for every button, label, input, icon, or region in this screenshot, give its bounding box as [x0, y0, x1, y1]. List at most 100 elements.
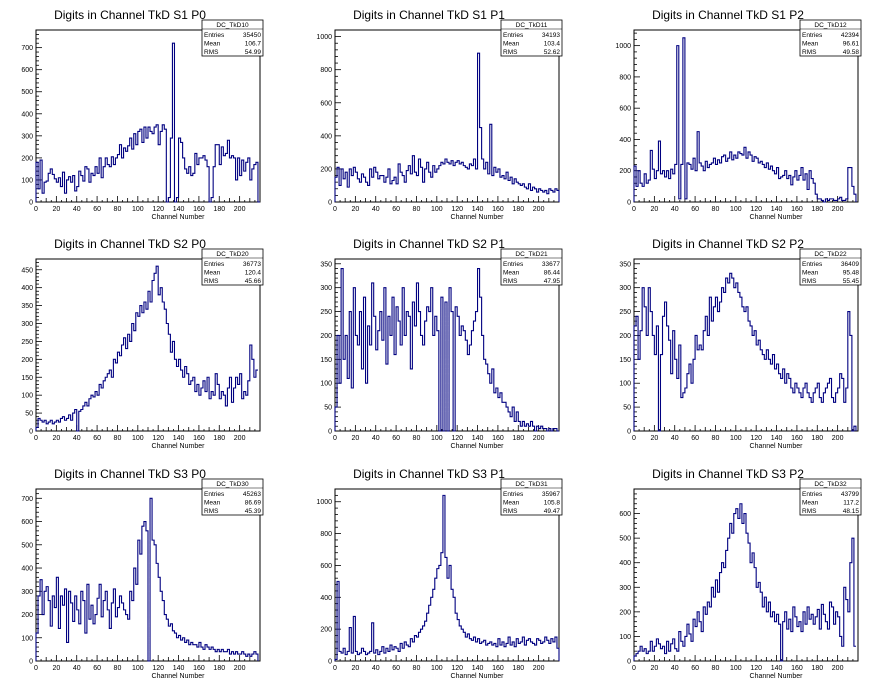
y-tick-label: 400: [21, 566, 33, 573]
y-tick-label: 200: [21, 357, 33, 364]
x-tick-label: 100: [132, 206, 144, 213]
x-tick-label: 60: [691, 206, 699, 213]
stats-label-entries: Entries: [503, 32, 524, 39]
x-tick-label: 100: [730, 435, 742, 442]
stats-box: DC_TkD21 Entries 33677 Mean 86.44 RMS 47.95: [500, 248, 563, 286]
x-tick-label: 0: [34, 665, 38, 672]
x-tick-label: 200: [533, 665, 545, 672]
stats-label-entries: Entries: [204, 261, 225, 268]
x-tick-label: 100: [431, 435, 443, 442]
chart-title: Digits in Channel TkD S3 P2: [652, 467, 804, 481]
x-tick-label: 0: [333, 435, 337, 442]
y-tick-label: 100: [21, 177, 33, 184]
stats-value-rms: 47.95: [544, 278, 561, 285]
chart-title: Digits in Channel TkD S2 P0: [54, 237, 206, 251]
x-axis-label: Channel Number: [152, 673, 206, 680]
histogram-panel: Digits in Channel TkD S2 P1 0 20 40 60 80 100 1…: [320, 237, 563, 450]
y-tick-label: 300: [320, 285, 332, 292]
y-tick-label: 100: [619, 634, 631, 641]
x-tick-label: 20: [650, 435, 658, 442]
x-tick-label: 40: [73, 435, 81, 442]
y-tick-label: 250: [619, 309, 631, 316]
histogram-series: [35, 265, 258, 432]
x-tick-label: 0: [632, 206, 636, 213]
x-tick-label: 120: [451, 206, 463, 213]
stats-name: DC_TkD12: [814, 22, 847, 29]
x-tick-label: 0: [34, 206, 38, 213]
stats-label-entries: Entries: [503, 491, 524, 498]
stats-box-frame: [201, 478, 264, 516]
chart-title: Digits in Channel TkD S1 P2: [652, 8, 804, 22]
x-tick-label: 40: [372, 435, 380, 442]
histogram-panel: Digits in Channel TkD S3 P0 0 20 40 60 80 100 1…: [21, 467, 264, 680]
x-axis-label: Channel Number: [750, 673, 804, 680]
y-tick-label: 0: [29, 429, 33, 436]
y-tick-label: 250: [320, 309, 332, 316]
x-tick-label: 120: [451, 435, 463, 442]
stats-name: DC_TkD21: [515, 251, 548, 258]
x-tick-label: 0: [34, 435, 38, 442]
stats-box-frame: [799, 248, 862, 286]
x-tick-label: 200: [533, 206, 545, 213]
x-tick-label: 80: [712, 435, 720, 442]
y-tick-label: 800: [619, 74, 631, 81]
x-tick-label: 60: [93, 435, 101, 442]
chart-title: Digits in Channel TkD S1 P1: [353, 8, 505, 22]
stats-label-rms: RMS: [802, 508, 817, 515]
x-tick-label: 60: [392, 435, 400, 442]
x-tick-label: 200: [832, 206, 844, 213]
y-tick-label: 0: [29, 659, 33, 666]
x-tick-label: 120: [152, 206, 164, 213]
x-tick-label: 80: [712, 206, 720, 213]
stats-name: DC_TkD32: [814, 481, 847, 488]
x-tick-label: 80: [712, 665, 720, 672]
y-tick-label: 600: [619, 106, 631, 113]
stats-label-mean: Mean: [802, 500, 819, 507]
stats-label-rms: RMS: [802, 49, 817, 56]
x-tick-label: 160: [193, 206, 205, 213]
y-tick-label: 200: [320, 627, 332, 634]
x-tick-label: 40: [73, 665, 81, 672]
x-axis-label: Channel Number: [750, 443, 804, 450]
stats-value-entries: 42394: [841, 32, 859, 39]
x-tick-label: 40: [73, 206, 81, 213]
x-tick-label: 40: [671, 435, 679, 442]
stats-label-mean: Mean: [204, 41, 221, 48]
x-tick-label: 140: [472, 435, 484, 442]
y-tick-label: 500: [619, 536, 631, 543]
x-tick-label: 20: [351, 665, 359, 672]
stats-box: DC_TkD32 Entries 43799 Mean 117.2 RMS 48.15: [799, 478, 862, 516]
y-tick-label: 1000: [615, 43, 631, 50]
chart-title: Digits in Channel TkD S2 P2: [652, 237, 804, 251]
x-axis-label: Channel Number: [451, 443, 505, 450]
stats-value-rms: 45.66: [245, 278, 262, 285]
y-tick-label: 700: [21, 496, 33, 503]
stats-box-frame: [799, 478, 862, 516]
y-tick-label: 0: [328, 659, 332, 666]
x-tick-label: 160: [791, 665, 803, 672]
y-tick-label: 300: [21, 589, 33, 596]
x-tick-label: 140: [771, 206, 783, 213]
y-tick-label: 400: [320, 133, 332, 140]
y-tick-label: 350: [320, 261, 332, 268]
stats-value-entries: 36773: [243, 261, 261, 268]
x-tick-label: 160: [791, 206, 803, 213]
stats-label-rms: RMS: [503, 49, 518, 56]
y-tick-label: 0: [29, 200, 33, 207]
stats-box: DC_TkD20 Entries 36773 Mean 120.4 RMS 45.66: [201, 248, 264, 286]
y-tick-label: 200: [21, 155, 33, 162]
x-tick-label: 200: [234, 435, 246, 442]
stats-value-mean: 105.8: [544, 500, 561, 507]
y-tick-label: 300: [619, 585, 631, 592]
y-tick-label: 150: [21, 375, 33, 382]
stats-value-rms: 54.99: [245, 49, 262, 56]
histogram-series: [334, 52, 560, 202]
stats-value-rms: 52.62: [544, 49, 561, 56]
stats-value-entries: 45263: [243, 491, 261, 498]
histogram-panel: Digits in Channel TkD S2 P0 0 20 40 60 80 100 1…: [21, 237, 264, 450]
x-axis-label: Channel Number: [451, 673, 505, 680]
stats-label-rms: RMS: [204, 278, 219, 285]
y-tick-label: 0: [627, 659, 631, 666]
y-tick-label: 300: [21, 133, 33, 140]
stats-label-rms: RMS: [802, 278, 817, 285]
